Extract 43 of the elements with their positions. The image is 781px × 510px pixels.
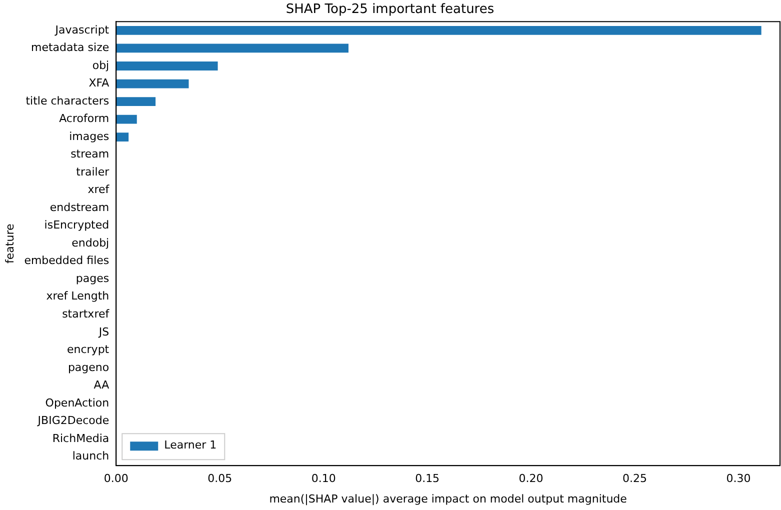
x-tick-label: 0.15 [415,472,440,486]
y-tick-label: pageno [68,360,110,374]
x-tick-label: 0.05 [208,472,232,486]
bar [116,26,762,35]
y-tick-label: title characters [26,94,110,108]
y-axis-title: feature [3,224,16,264]
y-tick-label: xref [88,183,110,196]
bar [116,114,137,124]
y-tick-label: obj [92,58,110,72]
x-tick-label: 0.30 [726,472,751,486]
y-tick-label: AA [94,378,110,392]
y-tick-label: embedded files [24,254,110,268]
legend-label: Learner 1 [164,438,217,452]
y-tick-label: endobj [72,236,110,250]
x-tick-label: 0.10 [311,472,336,486]
x-tick-label: 0.00 [104,472,128,486]
bar [116,79,189,88]
x-axis-title: mean(|SHAP value|) average impact on model output magnitude [269,492,628,506]
y-tick-label: startxref [62,308,110,320]
bar [116,97,156,106]
y-tick-label: OpenAction [45,396,110,410]
y-tick-label: trailer [76,165,110,178]
y-tick-label: endstream [50,200,110,214]
y-tick-label: Acroform [59,112,110,126]
bar [116,62,218,70]
y-tick-label: Javascript [54,23,110,36]
y-tick-label: metadata size [30,41,110,54]
bar [116,132,129,142]
x-tick-label: 0.25 [622,472,648,486]
bar [116,44,348,53]
y-tick-label: xref Length [46,290,110,303]
y-tick-label: JBIG2Decode [36,414,110,428]
y-tick-label: RichMedia [52,432,110,445]
y-tick-label: isEncrypted [44,218,110,232]
y-tick-label: stream [70,148,110,161]
x-tick-label: 0.20 [518,472,544,486]
y-tick-label: pages [76,272,110,285]
y-tick-label: launch [72,450,110,463]
y-tick-label: JS [98,325,110,338]
y-tick-label: images [69,130,110,143]
chart-title: SHAP Top-25 important features [286,2,494,18]
y-tick-label: encrypt [67,343,110,356]
y-tick-label: XFA [88,76,110,90]
